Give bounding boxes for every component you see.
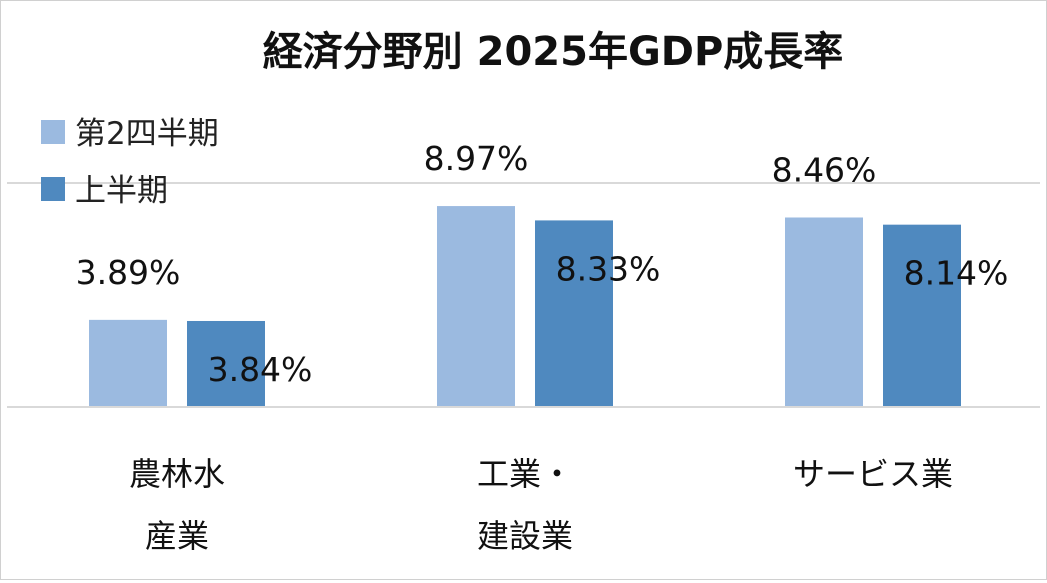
legend-label-h1: 上半期 bbox=[75, 173, 168, 209]
bar-q2-0 bbox=[89, 319, 167, 407]
bar-q2-1 bbox=[437, 206, 515, 407]
data-label-q2-0: 3.89% bbox=[76, 253, 181, 292]
legend-swatch-q2 bbox=[41, 120, 65, 144]
data-label-h1-0: 3.84% bbox=[208, 350, 313, 389]
chart-title: 経済分野別 2025年GDP成長率 bbox=[263, 29, 844, 75]
legend: 第2四半期 上半期 bbox=[41, 116, 219, 209]
bar-h1-1 bbox=[535, 220, 613, 407]
legend-label-q2: 第2四半期 bbox=[75, 116, 219, 152]
bar-q2-2 bbox=[785, 217, 863, 407]
category-label-0-line-1: 産業 bbox=[145, 517, 209, 555]
legend-swatch-h1 bbox=[41, 177, 65, 201]
category-label-1-line-0: 工業・ bbox=[477, 455, 573, 493]
data-label-h1-2: 8.14% bbox=[904, 254, 1009, 293]
bar-h1-0 bbox=[187, 320, 265, 407]
category-label-0-line-0: 農林水 bbox=[129, 455, 225, 493]
data-label-h1-1: 8.33% bbox=[556, 249, 661, 288]
label-layer: 3.89% 3.84% 8.97% 8.33% 8.46% 8.14% bbox=[76, 139, 1009, 389]
bar-layer bbox=[89, 206, 961, 407]
data-label-q2-1: 8.97% bbox=[424, 139, 529, 178]
data-label-q2-2: 8.46% bbox=[772, 150, 877, 189]
category-label-2-line-0: サービス業 bbox=[793, 455, 953, 493]
bar-h1-2 bbox=[883, 224, 961, 407]
category-label-1-line-1: 建設業 bbox=[477, 517, 573, 555]
